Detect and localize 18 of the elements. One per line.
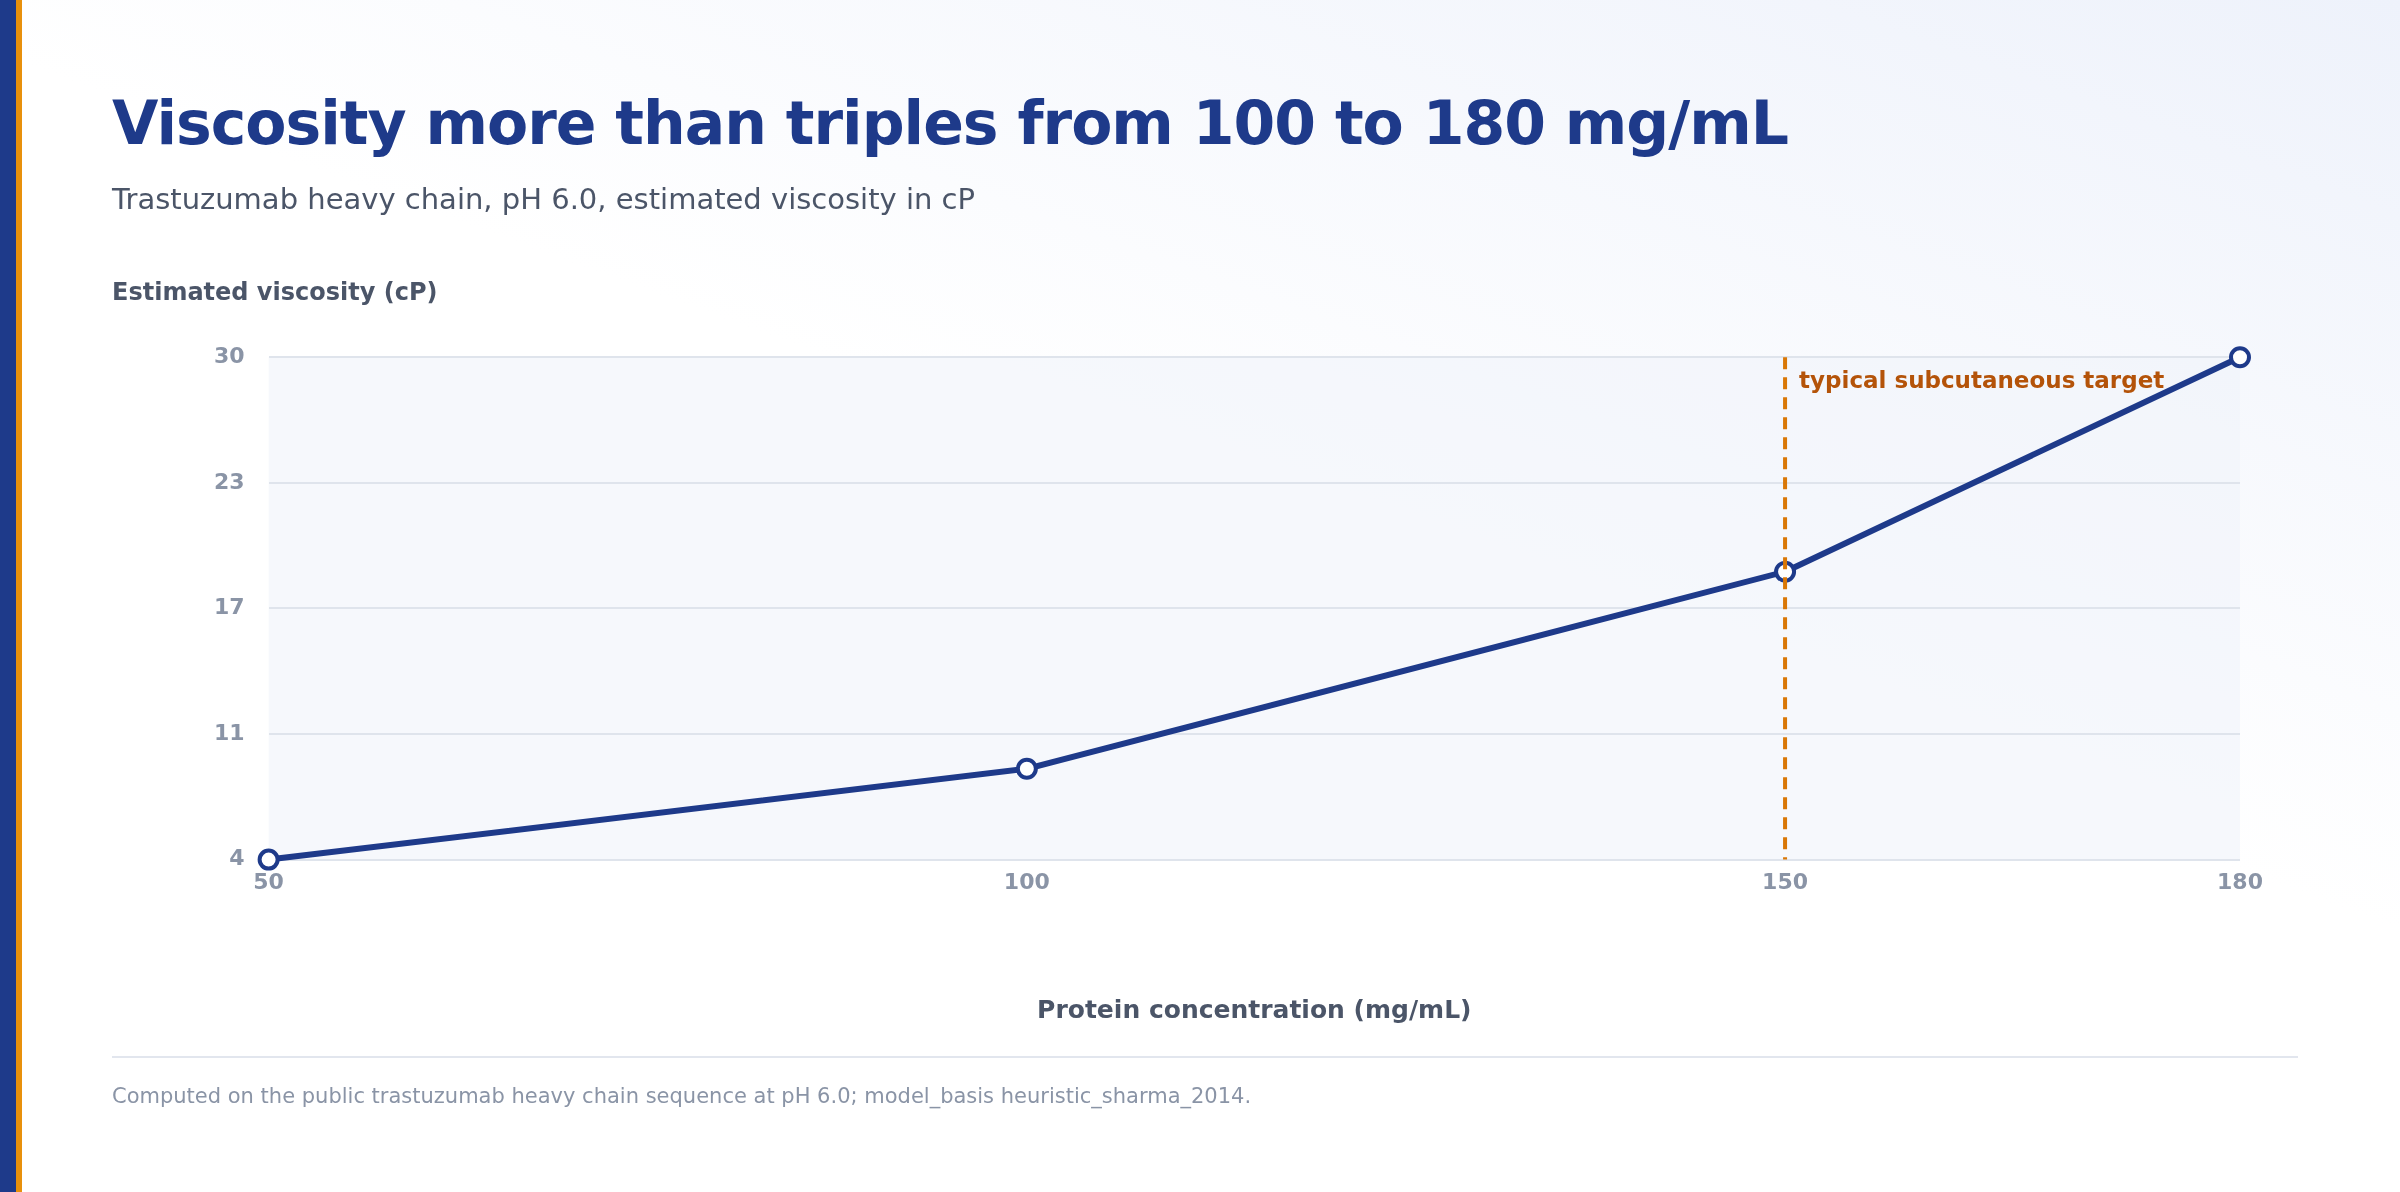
chart-subtitle: Trastuzumab heavy chain, pH 6.0, estimated viscosity in cP xyxy=(112,182,976,216)
point xyxy=(257,848,280,871)
chart-title: Viscosity more than triples from 100 to 180 mg/mL xyxy=(112,88,1788,158)
y-tick-label: 11 xyxy=(213,719,245,745)
x-axis-title: Protein concentration (mg/mL) xyxy=(1037,994,1472,1024)
y-tick-label: 17 xyxy=(213,594,245,620)
y-axis-title: Estimated viscosity (cP) xyxy=(112,278,438,306)
text: Computed on the public trastuzumab heavy chain sequence at pH 6.0; model_basis heuristic_sharma_2014. xyxy=(112,1084,1252,1108)
ref-line-label: typical subcutaneous target xyxy=(1799,367,2165,394)
point xyxy=(1015,757,1038,780)
y-tick-label: 4 xyxy=(229,845,245,871)
x-tick-label: 50 xyxy=(253,868,284,894)
point xyxy=(2229,346,2251,369)
x-tick-label: 180 xyxy=(2217,868,2263,894)
x-tick-label: 100 xyxy=(1003,868,1050,894)
y-tick-label: 23 xyxy=(213,468,245,494)
x-tick-label: 150 xyxy=(1762,868,1809,894)
y-tick-label: 30 xyxy=(213,342,245,368)
